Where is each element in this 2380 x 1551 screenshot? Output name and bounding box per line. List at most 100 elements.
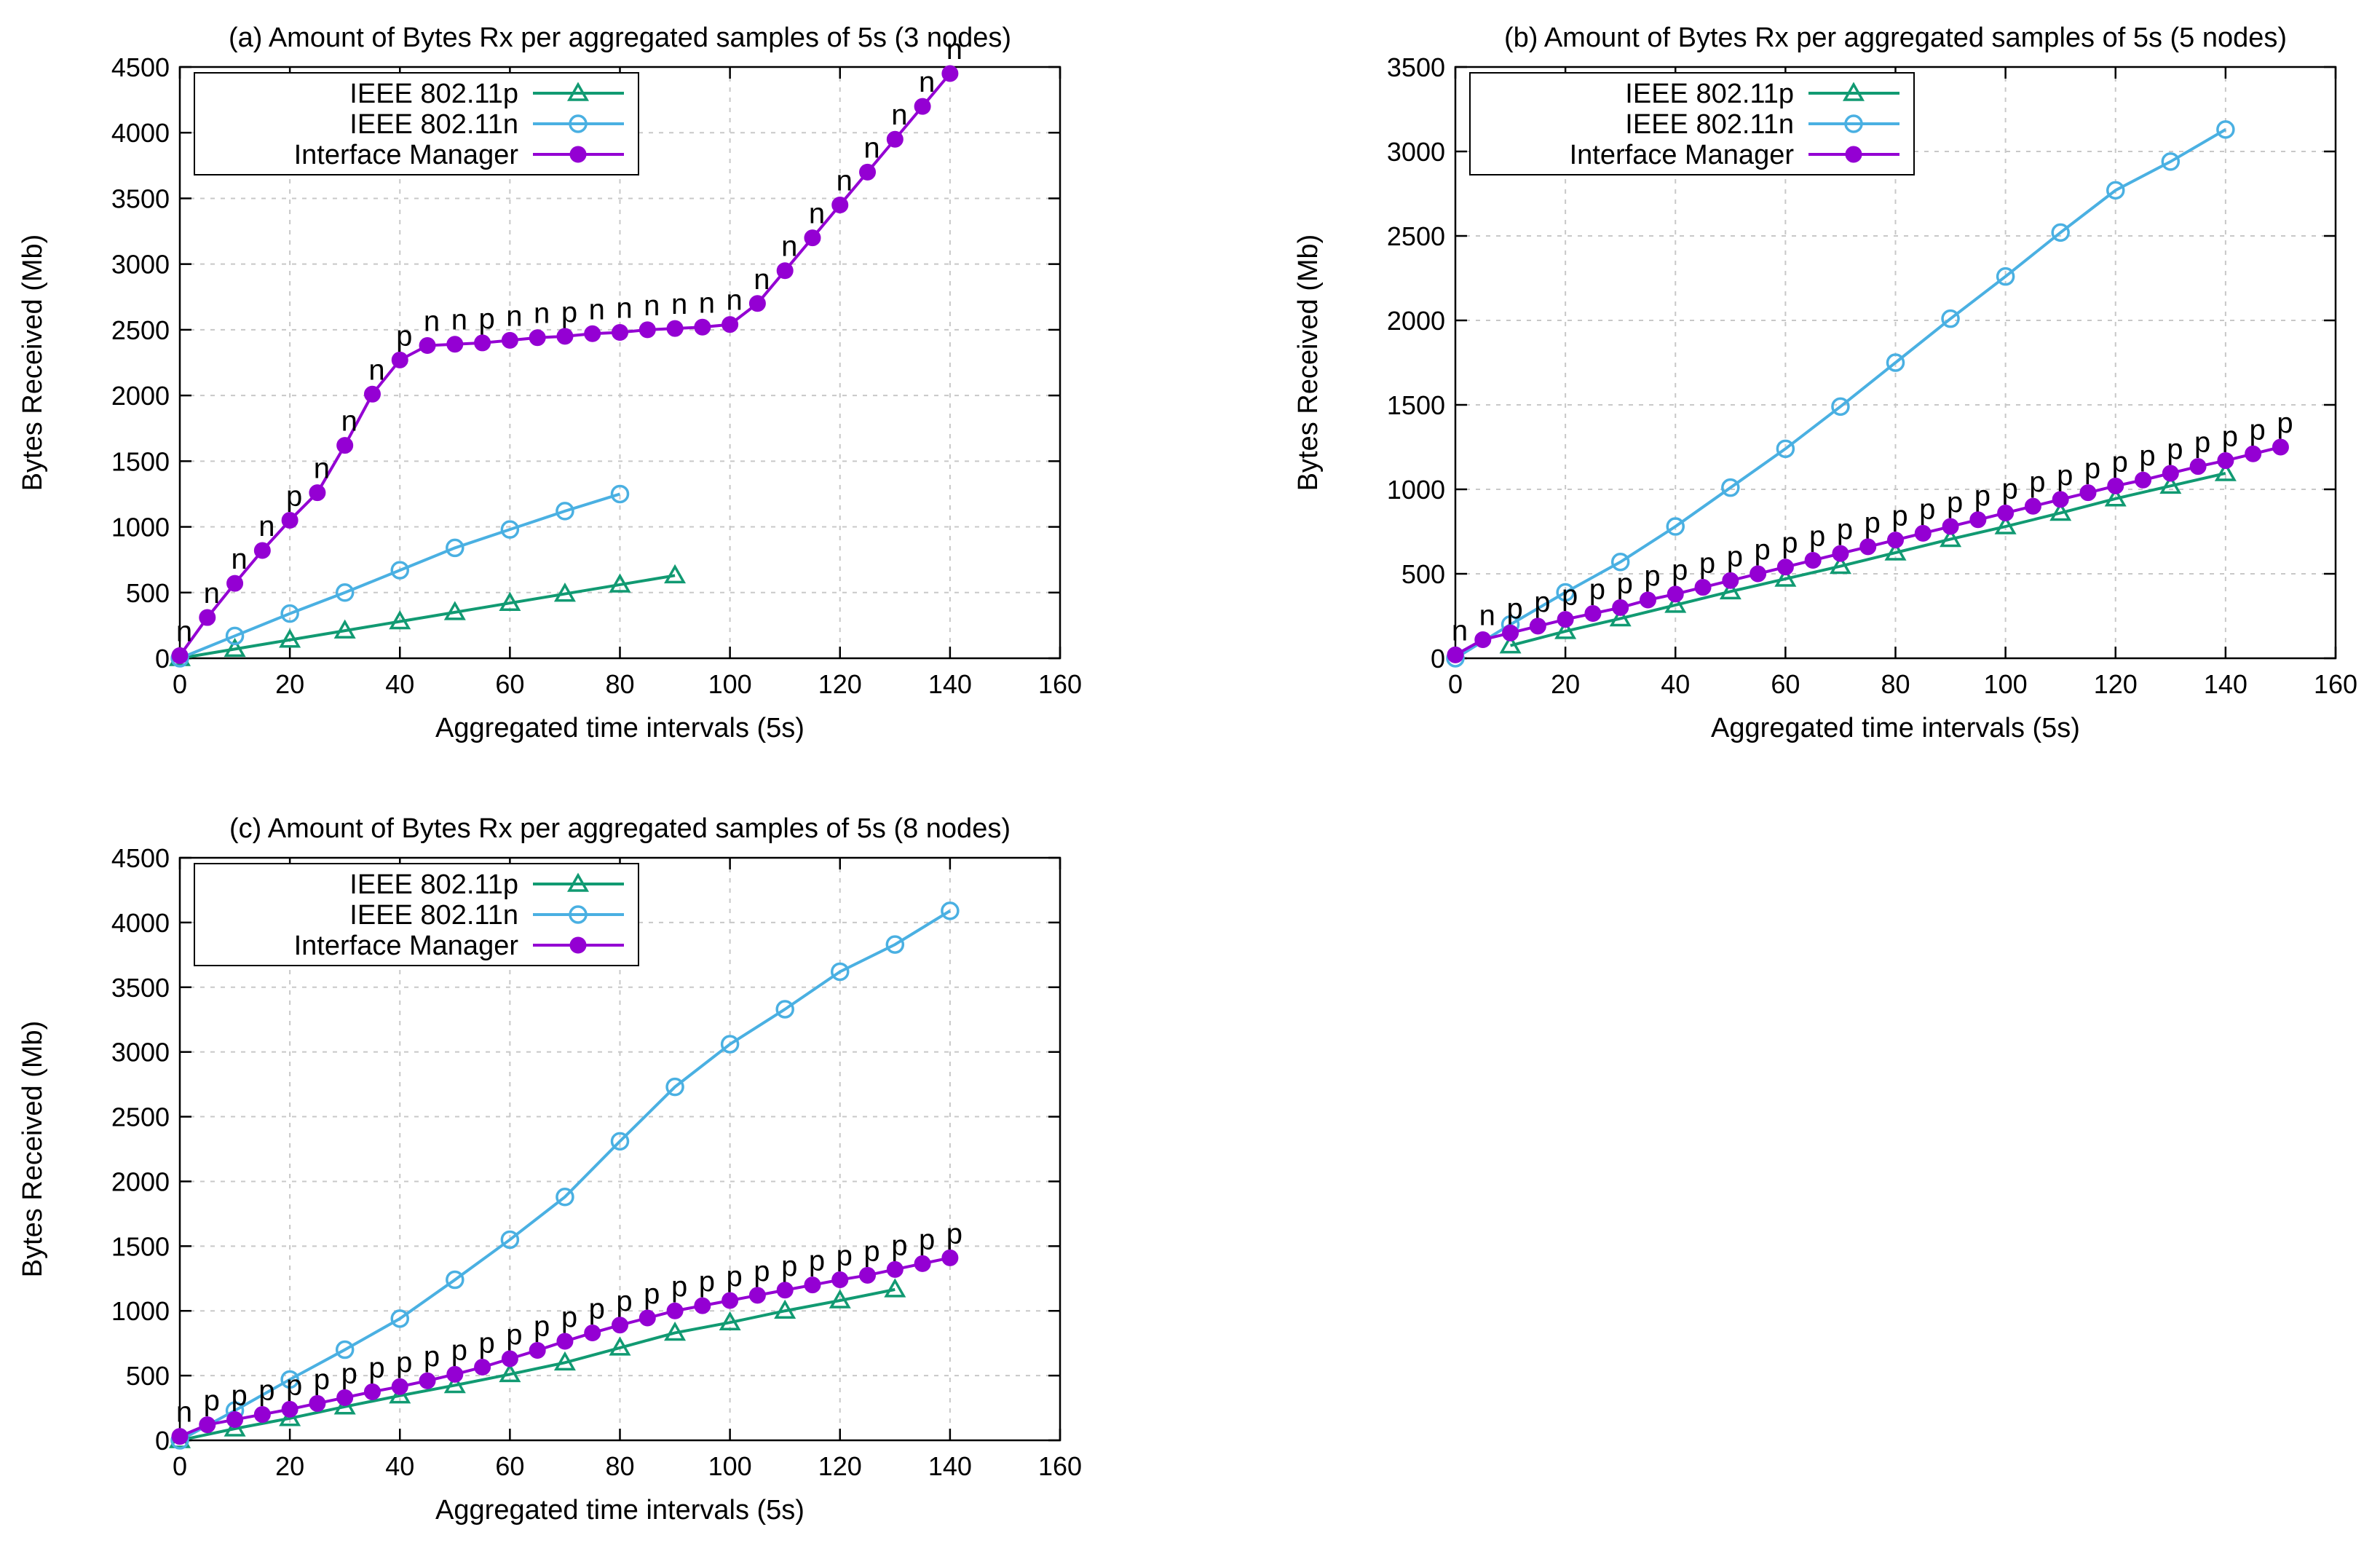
series-n (1446, 120, 2235, 668)
data-point (1776, 559, 1794, 576)
data-point (333, 619, 356, 639)
data-point (391, 351, 408, 368)
x-tick-label: 20 (275, 669, 304, 699)
x-tick-label: 160 (1038, 1451, 1082, 1481)
data-point (1556, 583, 1575, 602)
legend-marker (569, 936, 587, 954)
data-point (1941, 309, 1960, 328)
y-tick-label: 500 (1401, 559, 1445, 589)
point-label: n (506, 300, 522, 332)
data-point (2079, 484, 2097, 502)
point-label: n (341, 406, 357, 438)
data-point (390, 561, 409, 580)
point-label: p (2002, 473, 2018, 505)
point-label: p (2057, 459, 2073, 492)
data-point (474, 1359, 491, 1376)
point-label: p (396, 1346, 412, 1378)
x-tick-label: 100 (708, 669, 752, 699)
x-tick-label: 60 (495, 1451, 524, 1481)
series-line (179, 909, 951, 1442)
data-point (336, 437, 354, 454)
legend-marker (566, 82, 590, 101)
data-point (281, 512, 299, 529)
data-point (774, 1299, 796, 1319)
point-label: p (671, 1271, 687, 1303)
data-point (446, 336, 464, 353)
legend-marker (1844, 114, 1863, 133)
x-tick-label: 140 (2204, 669, 2247, 699)
data-point (529, 329, 546, 347)
series-line (1454, 128, 2226, 660)
chart-panel-a: (a) Amount of Bytes Rx per aggregated sa… (17, 23, 1082, 743)
data-point (776, 262, 794, 280)
data-point (529, 1341, 546, 1359)
x-axis-label: Aggregated time intervals (5s) (435, 1495, 804, 1526)
y-axis-label: Bytes Received (Mb) (17, 234, 48, 492)
data-point (1831, 397, 1850, 417)
data-point (556, 1333, 574, 1350)
legend-label: IEEE 802.11p (1625, 79, 1794, 109)
legend-label: IEEE 802.11n (349, 900, 518, 931)
y-tick-label: 4000 (111, 908, 170, 938)
y-tick-label: 3500 (111, 973, 170, 1003)
data-point (1721, 478, 1740, 497)
data-point (253, 1405, 271, 1423)
point-label: p (478, 303, 494, 335)
y-tick-label: 0 (155, 644, 170, 674)
point-label: n (727, 285, 743, 317)
x-tick-label: 40 (385, 1451, 414, 1481)
data-point (1832, 545, 1849, 562)
data-point (1612, 599, 1629, 616)
x-tick-label: 40 (1661, 669, 1690, 699)
data-point (553, 1351, 576, 1371)
point-label: n (534, 298, 550, 330)
data-point (914, 98, 931, 115)
data-point (1829, 555, 1851, 575)
x-tick-label: 160 (1038, 669, 1082, 699)
data-point (226, 575, 244, 592)
data-point (885, 935, 905, 954)
data-point (2049, 501, 2072, 521)
data-point (941, 1249, 959, 1266)
data-point (474, 334, 491, 352)
x-axis-label: Aggregated time intervals (5s) (1711, 713, 2080, 743)
data-point (280, 1370, 299, 1389)
data-point (1994, 515, 2017, 534)
data-point (2104, 487, 2127, 507)
point-label: p (1782, 527, 1798, 559)
point-label: p (1809, 520, 1825, 552)
data-point (225, 626, 245, 646)
data-point (419, 1372, 436, 1389)
legend-marker (569, 114, 588, 133)
point-label: n (616, 292, 632, 324)
point-label: n (589, 293, 605, 325)
point-label: p (286, 1369, 302, 1401)
data-point (721, 1292, 739, 1309)
data-point (253, 542, 271, 559)
point-label: p (589, 1292, 605, 1325)
point-label: n (1452, 615, 1468, 647)
point-label: p (891, 1229, 907, 1261)
point-label: p (2139, 440, 2155, 472)
data-point (666, 1302, 684, 1319)
series-line (179, 574, 676, 660)
point-label: p (781, 1250, 797, 1282)
data-point (363, 1383, 381, 1400)
point-label: p (1617, 567, 1633, 599)
data-point (776, 1282, 794, 1299)
series-n (170, 901, 960, 1450)
data-point (748, 295, 766, 312)
data-point (639, 1309, 656, 1327)
x-tick-label: 60 (1771, 669, 1800, 699)
data-point (2024, 497, 2041, 515)
legend-marker (569, 905, 588, 924)
y-tick-label: 500 (126, 1361, 170, 1391)
x-tick-label: 160 (2314, 669, 2357, 699)
point-label: p (231, 1380, 247, 1412)
data-point (1529, 617, 1546, 635)
y-axis-label: Bytes Received (Mb) (17, 1021, 48, 1278)
data-point (2217, 452, 2234, 470)
y-tick-label: 2000 (111, 1167, 170, 1196)
x-tick-label: 80 (605, 1451, 634, 1481)
